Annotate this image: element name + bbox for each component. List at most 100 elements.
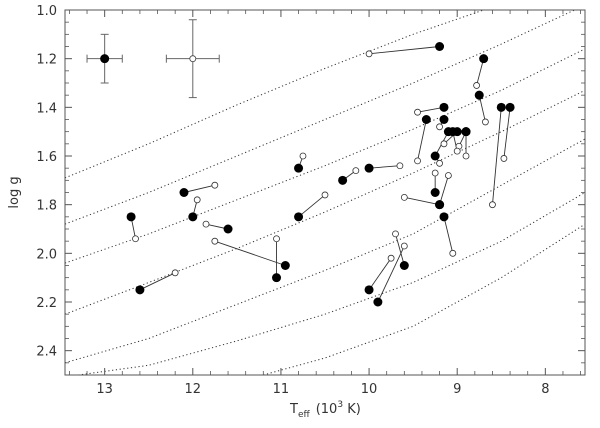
x-tick-label: 12 [185,382,202,397]
open-point [211,237,219,245]
open-point [299,152,307,160]
filled-point [421,115,431,124]
open-point [171,269,179,277]
open-point [414,157,421,165]
open-point [473,82,480,89]
open-point [436,123,443,131]
filled-point [505,102,515,112]
open-point [414,108,421,116]
open-point [449,249,457,257]
dotted-curves-layer [65,10,585,375]
model-curve-3 [65,48,585,264]
axis-ticks-layer: 13 12 11 10 9 8 1.0 1.2 1.4 1.6 1.8 2.0 2.2 2.4 [36,4,585,397]
x-axis-label: Teff (103 K) [289,400,361,420]
filled-point [439,102,449,112]
open-point [400,242,408,250]
filled-point [223,224,233,234]
open-point [436,159,443,167]
y-tick-label: 1.4 [36,101,57,116]
filled-point [294,212,304,222]
open-point [453,147,461,155]
x-tick-label: 9 [453,382,461,397]
y-axis-label: log g [7,176,22,208]
error-sample-open-point [189,55,197,63]
open-point [387,254,395,262]
filled-point [294,163,304,173]
pair-connector [369,46,440,55]
filled-point [430,188,440,197]
filled-point [435,42,445,51]
open-point [489,201,496,209]
pair-connector [478,95,486,123]
filled-point [135,285,145,295]
model-curve-4 [65,89,585,315]
filled-point [179,188,189,197]
pair-connector [443,216,454,254]
open-point [396,162,404,170]
x-tick-label: 8 [541,382,549,397]
model-curve-6 [78,192,585,375]
open-point [211,181,219,189]
error-bar-layer [86,19,220,99]
error-sample-filled-point [100,54,110,64]
y-tick-label: 2.0 [36,247,57,262]
open-point [193,196,201,204]
open-point [500,155,508,162]
model-curve-2 [65,10,576,225]
x-tick-label: 13 [96,382,113,397]
pair-connector [368,257,392,291]
filled-point [338,175,348,185]
filled-point [435,200,445,210]
filled-point [448,127,458,137]
filled-point [188,212,198,222]
x-axis-label-subscript: eff [298,410,311,420]
pair-connector [214,240,286,266]
x-axis-label-superscript: 3 [337,400,343,410]
pair-connector [298,194,326,218]
x-tick-label: 10 [361,382,378,397]
open-point [440,140,448,148]
x-axis-label-main: T [289,402,298,417]
pair-connector [139,272,176,291]
plot-frame [64,9,586,376]
open-point [462,152,470,160]
y-tick-label: 1.2 [36,53,57,68]
y-tick-label: 1.8 [36,199,57,214]
filled-point [126,212,136,222]
open-point [444,172,452,179]
filled-point [272,273,282,283]
pair-connector [417,119,427,161]
x-axis-label-unit-suffix: K) [343,402,361,417]
y-tick-label: 1.6 [36,150,57,165]
open-point [392,230,399,238]
open-point [321,191,329,199]
pair-connector [369,165,400,169]
pair-connector [439,175,449,205]
filled-point [479,54,489,64]
pair-connector [183,184,215,193]
filled-point [439,115,449,124]
open-point [365,50,373,58]
open-point [132,235,139,243]
open-point [273,235,280,243]
filled-point [430,151,440,161]
model-curve-7 [263,223,585,375]
filled-point [364,163,374,173]
open-point [400,193,408,201]
pair-connector [492,107,502,205]
filled-point [461,127,471,137]
filled-point [439,212,449,222]
x-tick-label: 11 [273,382,290,397]
pair-connector [377,245,405,303]
data-pairs-layer [126,42,515,307]
filled-point [280,261,290,270]
pair-connector [503,107,511,159]
filled-point [496,102,506,112]
filled-point [474,90,484,100]
model-curve-1 [65,10,484,179]
open-point [431,169,439,177]
model-curve-5 [65,138,585,364]
open-point [202,220,210,228]
y-tick-label: 2.4 [36,345,57,360]
